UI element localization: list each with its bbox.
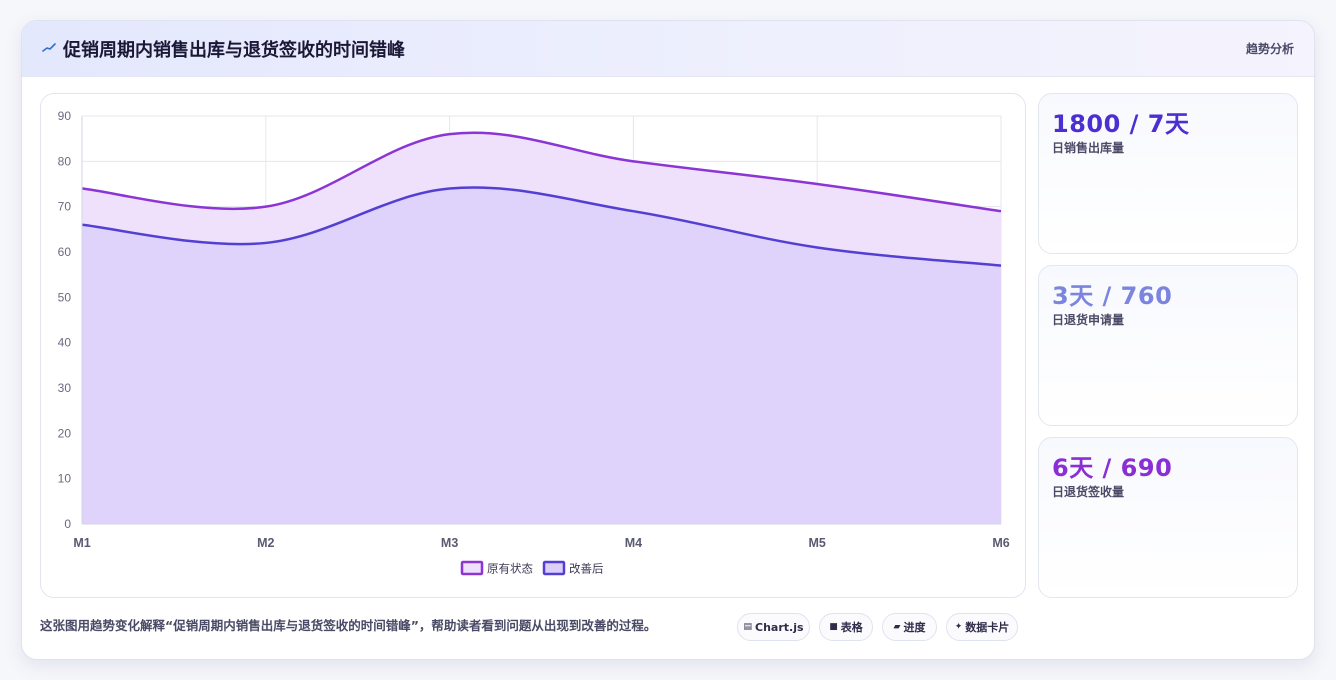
x-tick-label: M5 [809, 536, 826, 550]
chart-description: 这张图用趋势变化解释“促销周期内销售出库与退货签收的时间错峰”，帮助读者看到问题… [40, 618, 657, 633]
x-tick-label: M6 [992, 536, 1009, 550]
stat-value: 1800 / 7天 [1052, 110, 1190, 138]
y-tick-label: 80 [58, 154, 72, 168]
series-area-1 [82, 187, 1001, 524]
legend-swatch [542, 560, 566, 576]
trend-line-icon [42, 43, 56, 52]
legend-swatch [460, 560, 484, 576]
y-tick-label: 40 [58, 336, 72, 350]
card-header: 促销周期内销售出库与退货签收的时间错峰 趋势分析 [22, 21, 1314, 77]
chip-label: 数据卡片 [965, 621, 1010, 634]
legend-label: 原有状态 [487, 562, 533, 576]
stat-value: 6天 / 690 [1052, 454, 1173, 482]
y-tick-label: 60 [58, 245, 72, 259]
chip-table[interactable]: ■ 表格 [819, 613, 873, 641]
y-tick-label: 30 [58, 381, 72, 395]
stat-label: 日退货申请量 [1052, 313, 1125, 327]
chip-label: Chart.js [755, 620, 804, 634]
analysis-type-label: 趋势分析 [1245, 42, 1294, 56]
y-tick-label: 20 [58, 426, 72, 440]
y-tick-label: 70 [58, 200, 72, 214]
area-chart: 0 10 20 30 40 50 60 70 80 90 M1 M2 M3 M4 M5 M6 原有状态 改善后 [58, 109, 1010, 576]
chip-data-card[interactable]: ✦ 数据卡片 [946, 613, 1018, 641]
x-tick-label: M4 [625, 536, 642, 550]
sparkle-icon: ✦ [954, 622, 963, 632]
legend-label: 改善后 [569, 562, 604, 576]
progress-icon: ▰ [893, 622, 901, 632]
chart-panel: 0 10 20 30 40 50 60 70 80 90 M1 M2 M3 M4 M5 M6 原有状态 改善后 [40, 93, 1026, 598]
chip-chartjs[interactable]: ▤ Chart.js [737, 613, 810, 641]
chart-icon: ▤ [743, 622, 752, 632]
series-line-1 [81, 186, 1002, 267]
stat-label: 日销售出库量 [1052, 141, 1125, 155]
series-line-0 [81, 131, 1002, 213]
stat-card-sales-outbound: 1800 / 7天 日销售出库量 [1038, 93, 1298, 254]
stat-value: 3天 / 760 [1052, 282, 1173, 310]
x-tick-label: M1 [73, 536, 90, 550]
table-icon: ■ [829, 622, 838, 632]
x-tick-label: M3 [441, 536, 458, 550]
dashboard-card: 促销周期内销售出库与退货签收的时间错峰 趋势分析 0 10 20 30 40 50 60 70… [21, 20, 1315, 660]
stat-card-return-request: 3天 / 760 日退货申请量 [1038, 265, 1298, 426]
y-tick-label: 10 [58, 472, 72, 486]
y-tick-label: 90 [58, 109, 72, 123]
chip-label: 表格 [840, 621, 863, 634]
y-tick-label: 0 [64, 517, 71, 531]
chip-progress[interactable]: ▰ 进度 [882, 613, 937, 641]
page-title: 促销周期内销售出库与退货签收的时间错峰 [63, 40, 405, 61]
chip-label: 进度 [903, 621, 926, 634]
x-tick-label: M2 [257, 536, 274, 550]
stat-label: 日退货签收量 [1052, 485, 1125, 499]
y-tick-label: 50 [58, 290, 72, 304]
stat-card-return-receipt: 6天 / 690 日退货签收量 [1038, 437, 1298, 598]
